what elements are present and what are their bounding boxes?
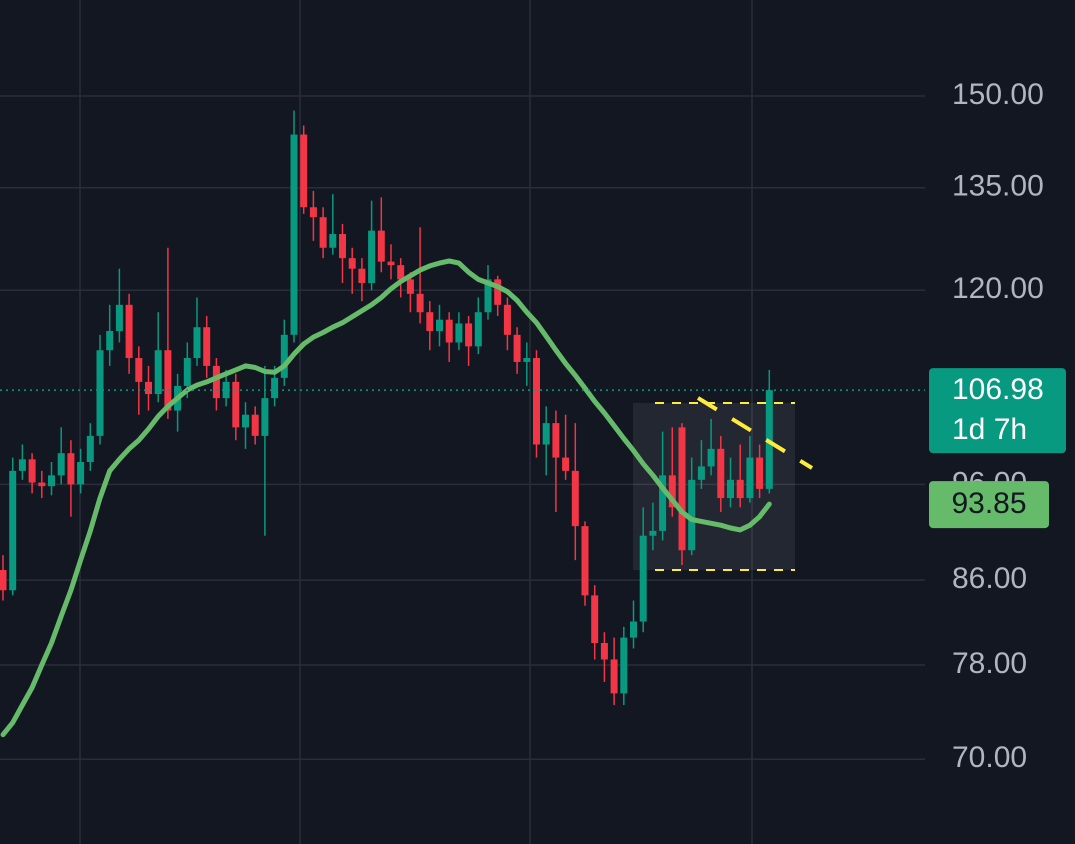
candle-body [397, 265, 405, 280]
candle-body [416, 293, 424, 313]
y-tick-label: 86.00 [952, 562, 1027, 595]
candle-body [251, 414, 259, 436]
y-tick-label: 150.00 [952, 78, 1044, 111]
candle-body [9, 470, 17, 591]
candle-body [271, 377, 279, 399]
candle-body [533, 358, 540, 445]
candle-body [183, 358, 191, 386]
last-price-box [929, 368, 1066, 454]
candle-body [77, 461, 85, 485]
vertical-grid [79, 0, 753, 844]
candle-body [222, 381, 230, 399]
candle-body [746, 457, 754, 499]
candle-body [600, 643, 608, 660]
candle-body [571, 470, 579, 527]
candle-body [484, 279, 492, 313]
candle-body [697, 466, 705, 480]
candle-body [242, 414, 249, 428]
candle-body [67, 453, 75, 485]
candle-body [707, 448, 715, 467]
moving-average-line [0, 258, 772, 738]
candle-body [523, 358, 531, 362]
candle-body [503, 304, 511, 335]
candle-body [135, 358, 143, 382]
candle-body [591, 595, 599, 644]
candle-body [212, 365, 220, 399]
candle-body [455, 323, 463, 343]
candle-body [203, 327, 211, 366]
candle-body [562, 457, 570, 471]
candle-body [38, 482, 46, 487]
candle-body [339, 234, 346, 259]
candle-body [465, 323, 473, 347]
candle-body [164, 350, 172, 411]
candle-body [445, 319, 453, 343]
candle-body [717, 448, 725, 499]
candle-body [620, 637, 628, 694]
candle-body [280, 334, 288, 378]
candle-body [494, 279, 502, 305]
candle-body [377, 230, 385, 262]
countdown-label: 1d 7h [952, 413, 1027, 446]
candle-body [154, 350, 162, 395]
candle-body [406, 279, 414, 294]
candle-body [115, 304, 123, 332]
y-tick-label: 78.00 [952, 647, 1027, 680]
candle-body [125, 304, 133, 359]
y-tick-label: 135.00 [952, 170, 1044, 203]
overlays [0, 258, 772, 738]
candle-body [542, 423, 550, 445]
candle-body [678, 427, 686, 551]
candle-body [426, 312, 434, 332]
candle-body [610, 659, 618, 694]
indicator-value-box [929, 481, 1049, 529]
candle-body [552, 423, 560, 458]
candle-body [368, 230, 376, 283]
candle-body [387, 261, 395, 266]
candle-body [300, 134, 308, 208]
price-labels: 106.98 1d 7h 93.85 [0, 368, 1066, 529]
candle-body [649, 530, 657, 536]
candle-body [319, 217, 327, 248]
candle-body [736, 479, 744, 499]
candle-body [28, 459, 36, 483]
candle-body [348, 258, 356, 269]
candle-body [659, 475, 667, 531]
candle-body [106, 331, 114, 351]
candle-body [727, 479, 734, 499]
candle-body [232, 381, 240, 428]
candle-body [688, 479, 696, 551]
candle-body [436, 319, 443, 332]
candle-body [96, 350, 104, 436]
candle-body [630, 621, 637, 638]
candle-body [513, 334, 521, 362]
candle-body [329, 234, 337, 248]
candle-body [145, 381, 152, 395]
candle-body [474, 312, 482, 347]
candle-body [261, 398, 269, 436]
candle-body [668, 475, 676, 508]
candle-body [0, 570, 7, 591]
candle-body [309, 207, 317, 218]
candle-body [290, 134, 298, 335]
candle-body [756, 457, 764, 489]
candle-body [581, 526, 589, 596]
range-box-edges [655, 402, 795, 571]
candle-body [86, 435, 94, 462]
indicator-value-label: 93.85 [951, 487, 1026, 520]
candle-body [639, 535, 647, 622]
last-price-label: 106.98 [952, 373, 1044, 406]
candle-body [193, 327, 201, 359]
candle-body [358, 268, 366, 283]
y-tick-label: 120.00 [952, 272, 1044, 305]
candle-body [48, 475, 55, 487]
y-tick-label: 70.00 [952, 741, 1027, 774]
horizontal-grid [0, 95, 925, 760]
candle-body [57, 453, 65, 476]
candle-body [18, 459, 26, 471]
